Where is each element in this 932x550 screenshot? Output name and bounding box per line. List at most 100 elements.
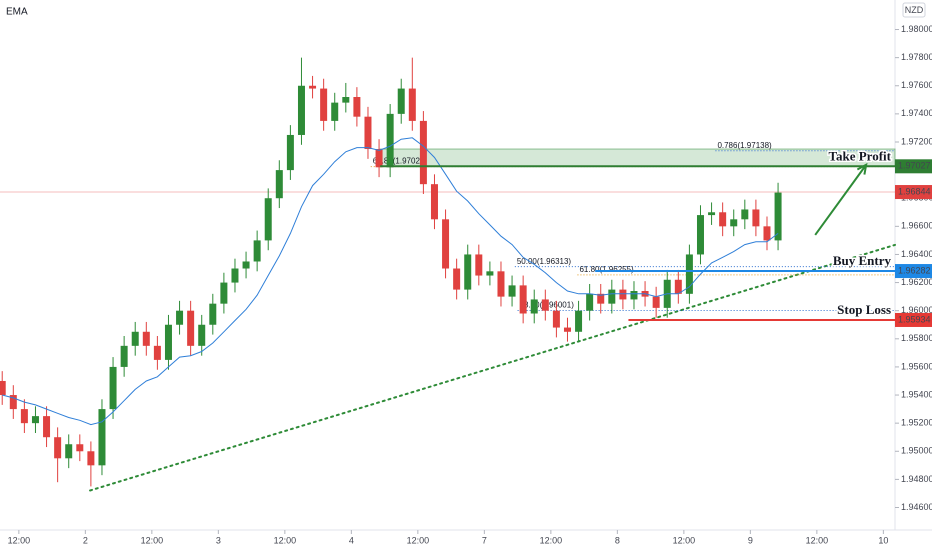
- candle-body: [674, 279, 682, 294]
- take-profit-zone: [379, 148, 896, 167]
- candle-body: [153, 345, 161, 360]
- candle-body: [109, 366, 117, 410]
- candle-body: [685, 254, 693, 294]
- candle-body: [353, 97, 361, 117]
- candle-body: [464, 254, 472, 290]
- candle-body: [519, 285, 527, 314]
- candle-body: [176, 310, 184, 325]
- candle-body: [497, 271, 505, 297]
- candle-body: [331, 102, 339, 121]
- candle-body: [475, 254, 483, 276]
- candle-body: [375, 149, 383, 168]
- x-tick-label: 8: [615, 535, 620, 545]
- candle-body: [209, 303, 217, 325]
- candle-body: [0, 380, 6, 396]
- candle-body: [696, 215, 704, 255]
- price-tag: [895, 264, 932, 279]
- candle-body: [597, 293, 605, 304]
- candle-body: [198, 324, 206, 346]
- y-tick-label: 1.95600: [901, 361, 932, 371]
- candle-body: [486, 271, 494, 276]
- candle-body: [630, 291, 638, 300]
- candle-body: [320, 88, 328, 121]
- y-tick-label: 1.95200: [901, 418, 932, 428]
- candle-body: [741, 209, 749, 220]
- x-tick-label: 12:00: [540, 535, 563, 545]
- y-tick-label: 1.98000: [901, 24, 932, 34]
- candle-body: [231, 268, 239, 283]
- candle-body: [220, 282, 228, 304]
- x-tick-label: 12:00: [806, 535, 829, 545]
- candle-body: [730, 219, 738, 227]
- candle-body: [552, 310, 560, 328]
- currency-label: NZD: [905, 5, 924, 15]
- y-tick-label: 1.97400: [901, 108, 932, 118]
- x-tick-label: 12:00: [673, 535, 696, 545]
- candle-body: [264, 198, 272, 241]
- candle-body: [242, 261, 250, 269]
- x-tick-label: 12:00: [8, 535, 31, 545]
- candle-body: [120, 345, 128, 367]
- candle-body: [20, 409, 28, 424]
- y-tick-label: 1.94800: [901, 474, 932, 484]
- candle-body: [297, 85, 305, 135]
- candle-body: [397, 88, 405, 114]
- indicator-label: EMA: [6, 7, 28, 18]
- candle-body: [708, 212, 716, 216]
- candle-body: [430, 184, 438, 220]
- candle-body: [43, 416, 51, 438]
- candle-body: [342, 97, 350, 103]
- x-tick-label: 12:00: [407, 535, 430, 545]
- arrow: [814, 162, 868, 236]
- candle-body: [763, 226, 771, 241]
- candle-body: [131, 331, 139, 346]
- candle-body: [408, 88, 416, 121]
- x-tick-label: 7: [482, 535, 487, 545]
- candle-body: [286, 134, 294, 171]
- candle-body: [275, 170, 283, 199]
- fib-label: 61.80(1.97025): [373, 157, 428, 166]
- x-tick-label: 2: [83, 535, 88, 545]
- trendline: [89, 243, 896, 492]
- candle-body: [76, 444, 84, 452]
- candle-body: [453, 268, 461, 290]
- candle-body: [253, 240, 261, 262]
- x-tick-label: 9: [748, 535, 753, 545]
- candle-body: [364, 116, 372, 150]
- x-tick-label: 3: [216, 535, 221, 545]
- y-tick-label: 1.97600: [901, 80, 932, 90]
- price-tag-label: 1.97027: [898, 161, 931, 171]
- candle-body: [164, 324, 172, 360]
- candle-body: [9, 395, 17, 410]
- candle-body: [575, 310, 583, 332]
- candle-body: [541, 299, 549, 311]
- x-tick-label: 4: [349, 535, 354, 545]
- y-tick-label: 1.96400: [901, 249, 932, 259]
- candle-body: [619, 289, 627, 300]
- level-label: Stop Loss: [837, 302, 891, 317]
- candle-body: [419, 120, 427, 185]
- level-label: Buy Entry: [833, 253, 892, 268]
- currency-box: [902, 2, 926, 18]
- candle-body: [309, 85, 317, 89]
- candle-body: [774, 192, 782, 241]
- candle-body: [187, 310, 195, 346]
- price-tag-label: 1.96282: [898, 265, 931, 275]
- candle-body: [752, 209, 760, 227]
- y-tick-label: 1.97200: [901, 136, 932, 146]
- candle-body: [608, 289, 616, 304]
- y-tick-label: 1.95800: [901, 333, 932, 343]
- y-tick-label: 1.96000: [901, 305, 932, 315]
- candle-body: [31, 416, 39, 424]
- x-tick-label: 10: [878, 535, 888, 545]
- fib-label: 0.786(1.97138): [717, 141, 772, 150]
- candle-body: [442, 219, 450, 269]
- candle-body: [87, 451, 95, 466]
- y-tick-label: 1.97800: [901, 52, 932, 62]
- x-tick-label: 12:00: [274, 535, 297, 545]
- candle-body: [65, 444, 73, 459]
- fib-label: 50.00(1.96313): [517, 257, 572, 266]
- price-tag: [895, 312, 932, 327]
- candle-body: [142, 331, 150, 346]
